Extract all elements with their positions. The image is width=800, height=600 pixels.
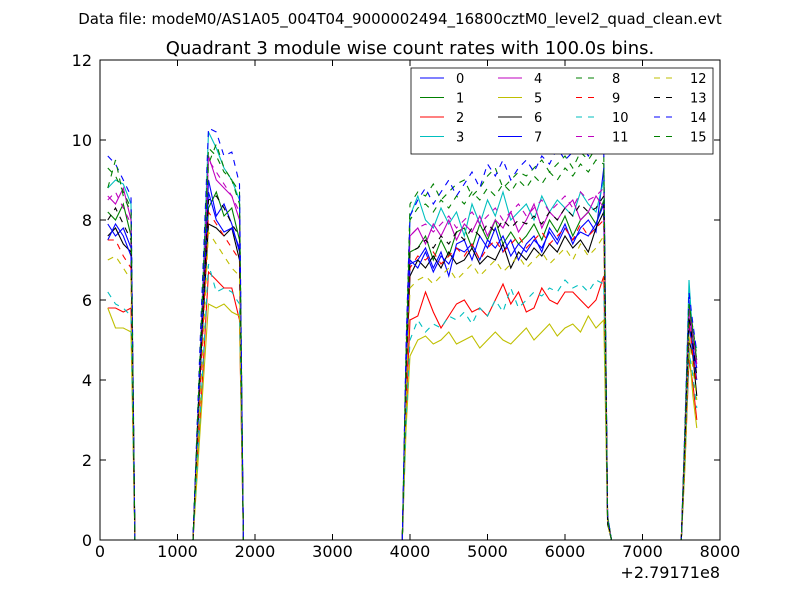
series-line-5 (107, 303, 698, 540)
legend-label-3: 3 (456, 131, 464, 146)
y-tick-label: 2 (82, 451, 92, 470)
legend-label-5: 5 (534, 92, 542, 107)
y-tick-label: 6 (82, 291, 92, 310)
series-group (107, 127, 698, 540)
chart-title: Quadrant 3 module wise count rates with … (166, 38, 655, 59)
x-tick-label: 3000 (312, 542, 353, 561)
y-tick-label: 10 (72, 131, 92, 150)
y-tick-label: 12 (72, 51, 92, 70)
x-tick-label: 6000 (545, 542, 586, 561)
legend-label-2: 2 (456, 111, 464, 126)
series-line-11 (107, 158, 698, 540)
legend-label-12: 12 (690, 72, 707, 87)
legend-label-13: 13 (690, 92, 707, 107)
legend-box (410, 67, 714, 155)
x-tick-label: 8000 (700, 542, 741, 561)
x-tick-label: 7000 (622, 542, 663, 561)
y-tick-label: 0 (82, 531, 92, 550)
legend-label-4: 4 (534, 72, 542, 87)
x-tick-label: 4000 (390, 542, 431, 561)
legend-label-11: 11 (612, 131, 629, 146)
x-tick-label: 1000 (157, 542, 198, 561)
legend-label-10: 10 (612, 111, 629, 126)
x-tick-label: 0 (95, 542, 105, 561)
legend-label-8: 8 (612, 72, 620, 87)
y-tick-label: 4 (82, 371, 92, 390)
legend-label-14: 14 (690, 111, 707, 126)
series-line-6 (107, 211, 698, 540)
x-tick-label: 2000 (235, 542, 276, 561)
legend-label-0: 0 (456, 72, 464, 87)
suptitle: Data file: modeM0/AS1A05_004T04_90000024… (78, 10, 722, 29)
y-tick-label: 8 (82, 211, 92, 230)
legend-label-7: 7 (534, 131, 542, 146)
series-line-10 (107, 263, 698, 540)
series-line-12 (107, 230, 698, 540)
series-line-15 (107, 146, 698, 540)
series-line-9 (107, 210, 698, 540)
x-offset-label: +2.79171e8 (620, 563, 720, 582)
series-line-13 (107, 194, 698, 540)
legend-label-1: 1 (456, 92, 464, 107)
plot-area: 0 1000 2000 3000 4000 5000 6000 7000 80000246810… (72, 51, 741, 561)
x-tick-label: 5000 (467, 542, 508, 561)
legend-label-6: 6 (534, 111, 542, 126)
series-line-8 (107, 142, 698, 540)
legend-label-15: 15 (690, 131, 707, 146)
series-line-14 (107, 127, 698, 540)
legend-label-9: 9 (612, 92, 620, 107)
